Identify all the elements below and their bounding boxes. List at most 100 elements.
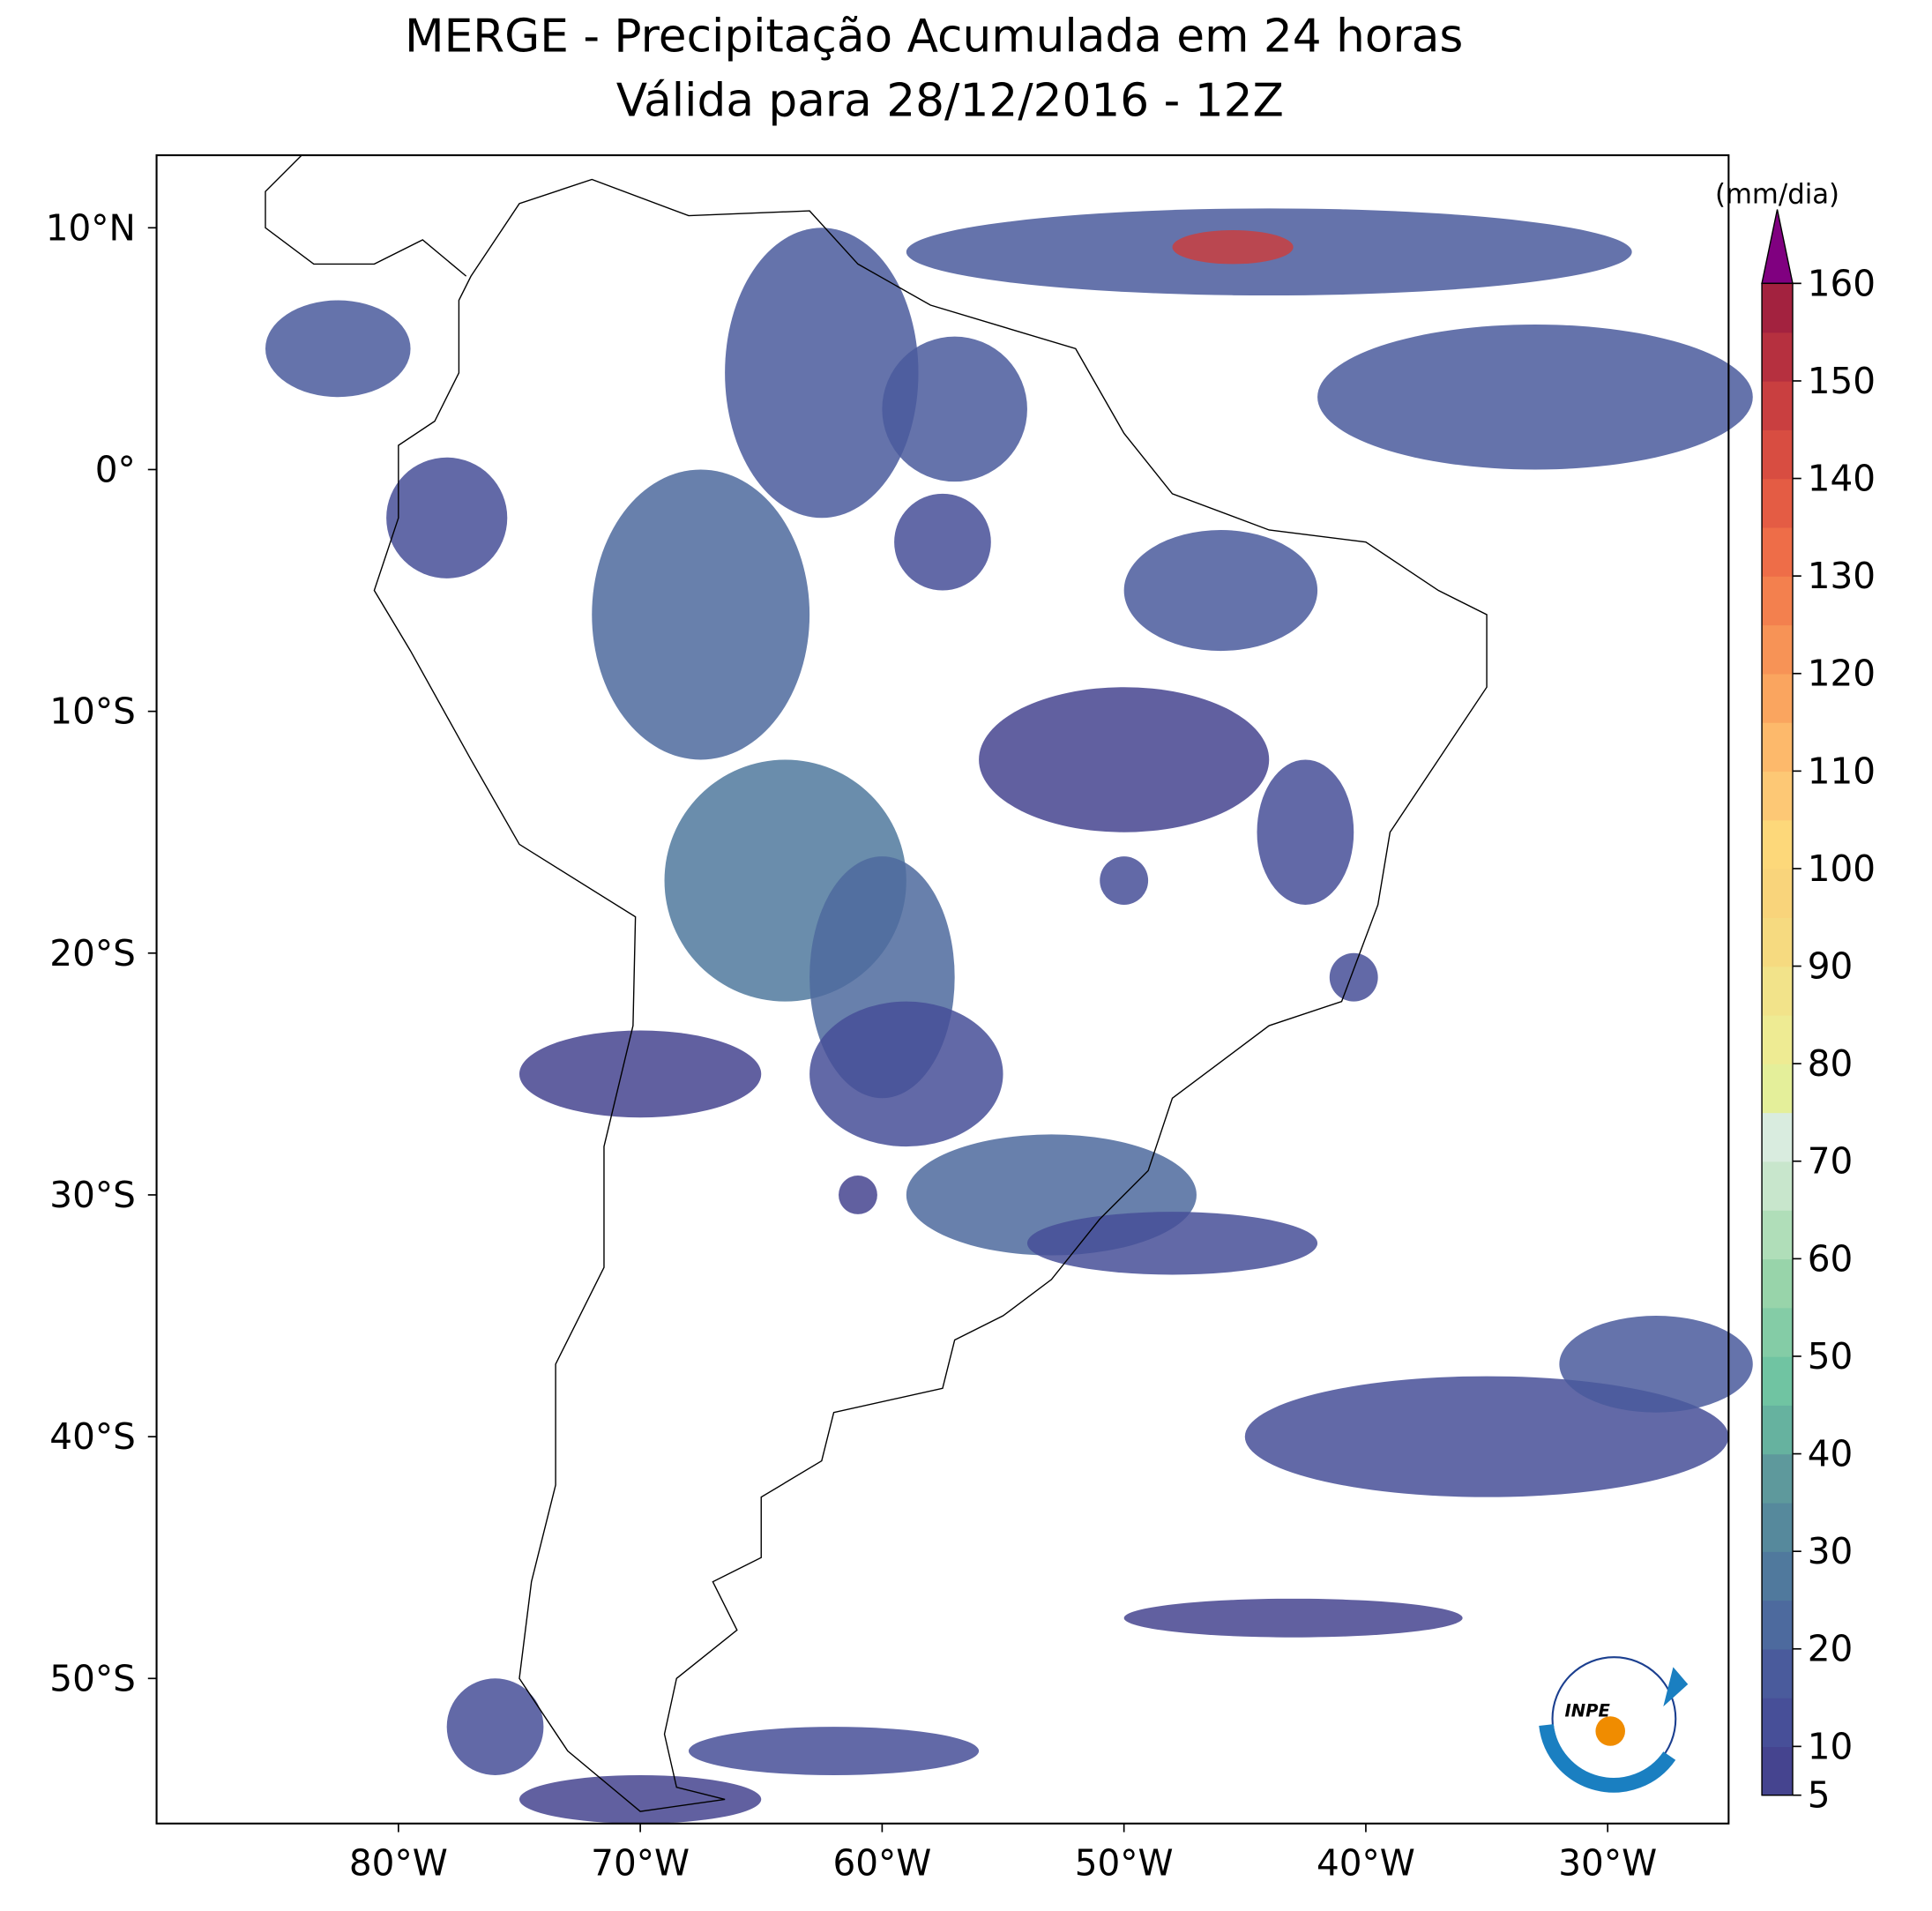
colorbar-segment — [1762, 1746, 1793, 1796]
colorbar-tick-label: 130 — [1808, 555, 1876, 597]
colorbar-segment — [1762, 429, 1793, 480]
colorbar-segment — [1762, 868, 1793, 918]
precip-area — [1317, 324, 1753, 470]
precip-area — [1559, 1316, 1753, 1413]
colorbar-tick-label: 110 — [1808, 750, 1876, 792]
colorbar-tick-label: 90 — [1808, 945, 1854, 988]
colorbar-frame — [1761, 282, 1794, 1796]
colorbar-label: (mm/dia) — [1715, 179, 1839, 211]
precip-area — [894, 493, 991, 591]
colorbar-segment — [1762, 1551, 1793, 1601]
colorbar-segment — [1762, 624, 1793, 675]
colorbar-tick-label: 120 — [1808, 653, 1876, 695]
logo-arrow — [1663, 1667, 1689, 1707]
coastline — [373, 178, 1488, 1812]
colorbar-segment — [1762, 576, 1793, 626]
precip-area — [725, 228, 919, 519]
precip-area — [1257, 759, 1354, 905]
precip-area — [839, 1176, 877, 1214]
colorbar-tick-label: 40 — [1808, 1433, 1854, 1475]
y-tick-label: 10°N — [46, 206, 136, 249]
colorbar-tick-label: 30 — [1808, 1530, 1854, 1572]
plot-area — [265, 154, 1753, 1824]
y-tick-label: 0° — [95, 448, 136, 490]
logo-text: INPE — [1565, 1700, 1611, 1721]
colorbar-segment — [1762, 1405, 1793, 1455]
precip-area — [592, 469, 810, 760]
colorbar-tick-label: 70 — [1808, 1140, 1854, 1183]
x-tick-label: 50°W — [1075, 1841, 1174, 1884]
inpe-logo: INPE — [1539, 1656, 1689, 1793]
x-tick-label: 70°W — [591, 1841, 690, 1884]
logo-sun — [1595, 1716, 1625, 1746]
colorbar-tick-label: 50 — [1808, 1335, 1854, 1377]
colorbar-segment — [1762, 1600, 1793, 1650]
x-tick-label: 30°W — [1558, 1841, 1657, 1884]
precip-area — [1172, 230, 1294, 265]
precip-area — [386, 457, 508, 579]
colorbar-tick-label: 140 — [1808, 458, 1876, 500]
colorbar-tick-label: 10 — [1808, 1725, 1854, 1767]
y-tick-label: 10°S — [49, 690, 136, 733]
colorbar-segment — [1762, 819, 1793, 870]
map-subtitle: Válida para 28/12/2016 - 12Z — [616, 74, 1284, 127]
precip-area — [882, 336, 1027, 482]
x-tick-label: 80°W — [349, 1841, 448, 1884]
colorbar: 5 10 20 30 40 50 60 70 80 90 100 110 120 130 140 150 160… — [1715, 179, 1876, 1817]
y-tick-label: 30°S — [49, 1174, 136, 1216]
colorbar-tick-label: 150 — [1808, 360, 1876, 402]
colorbar-segment — [1762, 1258, 1793, 1309]
precip-area — [265, 300, 411, 398]
y-tick-label: 50°S — [49, 1657, 136, 1699]
x-tick-label: 60°W — [832, 1841, 931, 1884]
precip-area — [1123, 530, 1318, 652]
colorbar-segment — [1762, 1112, 1793, 1162]
colorbar-segment — [1762, 673, 1793, 723]
precip-area — [809, 1001, 1003, 1147]
colorbar-segment — [1762, 380, 1793, 430]
colorbar-segment — [1762, 526, 1793, 577]
colorbar-tick-label: 60 — [1808, 1237, 1854, 1280]
colorbar-segment — [1762, 722, 1793, 773]
colorbar-segment — [1762, 1648, 1793, 1698]
precip-area — [1100, 856, 1149, 905]
precip-area — [518, 1774, 762, 1824]
precip-area — [518, 1030, 762, 1118]
colorbar-segment — [1762, 1502, 1793, 1552]
colorbar-tick-label: 100 — [1808, 847, 1876, 890]
precip-area — [446, 1678, 544, 1775]
x-tick-label: 40°W — [1317, 1841, 1415, 1884]
precip-area — [688, 1727, 980, 1775]
coastline — [265, 154, 467, 277]
colorbar-segment — [1762, 1210, 1793, 1260]
colorbar-segment — [1762, 771, 1793, 821]
colorbar-segment — [1762, 1453, 1793, 1504]
colorbar-segment — [1762, 1355, 1793, 1406]
colorbar-segment — [1762, 1014, 1793, 1064]
colorbar-segment — [1762, 917, 1793, 967]
colorbar-segment — [1762, 1064, 1793, 1114]
precip-area — [1329, 952, 1378, 1002]
colorbar-segment — [1762, 966, 1793, 1016]
y-tick-label: 40°S — [49, 1415, 136, 1458]
precip-area — [1244, 1376, 1729, 1497]
precip-area — [1026, 1212, 1318, 1275]
colorbar-segment — [1762, 1307, 1793, 1357]
colorbar-tick-label: 80 — [1808, 1042, 1854, 1085]
colorbar-segment — [1762, 332, 1793, 382]
y-tick-label: 20°S — [49, 932, 136, 974]
colorbar-segment — [1762, 1698, 1793, 1748]
colorbar-segment — [1762, 283, 1793, 333]
colorbar-segment — [1762, 478, 1793, 528]
map-title: MERGE - Precipitação Acumulada em 24 hor… — [405, 11, 1463, 63]
colorbar-tick-label: 5 — [1808, 1774, 1831, 1817]
precip-area — [979, 687, 1270, 832]
colorbar-segment — [1762, 1161, 1793, 1211]
colorbar-tick-label: 20 — [1808, 1628, 1854, 1670]
precip-area — [1123, 1598, 1463, 1638]
colorbar-tick-label: 160 — [1808, 262, 1876, 304]
logo-swoosh — [1539, 1723, 1676, 1793]
plot-frame — [155, 153, 1730, 1825]
